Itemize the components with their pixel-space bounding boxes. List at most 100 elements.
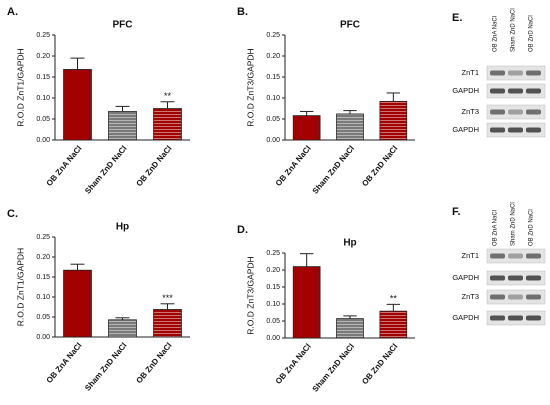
x-tick-label: OB ZnD NaCl — [134, 341, 173, 385]
blot-band — [490, 88, 505, 94]
x-tick-label: OB ZnA NaCl — [274, 144, 313, 188]
blot-band — [526, 294, 541, 300]
blot-band — [508, 253, 523, 259]
blot-band — [490, 109, 505, 115]
blot-band — [490, 70, 505, 76]
y-tick-label: 0.20 — [36, 254, 50, 261]
annotation: ** — [390, 294, 398, 304]
y-axis-label: R.O.D ZnT3/GAPDH — [245, 256, 255, 334]
annotation: ** — [164, 91, 172, 101]
y-axis-label: R.O.D ZnT3/GAPDH — [245, 48, 255, 126]
x-tick-label: Sham ZnD NaCl — [83, 144, 128, 196]
y-axis-label: R.O.D ZnT1/GAPDH — [15, 48, 25, 126]
blot-band — [490, 275, 505, 281]
x-tick-label: Sham ZnD NaCl — [311, 342, 356, 394]
blot-band — [526, 127, 541, 133]
chart-title: PFC — [113, 20, 133, 31]
lane-label: OB ZnA NaCl — [493, 210, 499, 246]
panel-letter: F. — [452, 206, 461, 218]
y-tick-label: 0.20 — [36, 53, 50, 60]
x-tick-label: OB ZnD NaCl — [360, 144, 399, 188]
x-tick-label: OB ZnD NaCl — [134, 144, 173, 188]
blot-band — [508, 109, 523, 115]
bar — [153, 108, 182, 141]
y-tick-label: 0.10 — [36, 294, 50, 301]
x-tick-label: Sham ZnD NaCl — [83, 341, 128, 393]
blot-band — [490, 127, 505, 133]
row-label: GAPDH — [452, 125, 479, 134]
y-tick-label: 0.25 — [266, 250, 280, 257]
bar — [108, 319, 137, 338]
y-tick-label: 0.25 — [36, 32, 50, 39]
blot-band — [526, 70, 541, 76]
x-tick-label: OB ZnA NaCl — [274, 342, 313, 386]
chart-title: Hp — [116, 222, 129, 233]
bar — [336, 113, 364, 141]
lane-label: OB ZnA NaCl — [493, 16, 499, 52]
chart-title: PFC — [340, 20, 360, 31]
blot-band — [508, 275, 523, 281]
blot-band — [508, 70, 523, 76]
x-tick-label: OB ZnA NaCl — [45, 341, 84, 385]
blot-band — [508, 127, 523, 133]
y-tick-label: 0.05 — [266, 116, 280, 123]
y-tick-label: 0.15 — [266, 284, 280, 291]
bar — [292, 115, 321, 141]
row-label: ZnT1 — [461, 251, 479, 260]
blot-band — [490, 315, 505, 321]
blot-band — [526, 109, 541, 115]
blot-band — [508, 88, 523, 94]
x-tick-label: OB ZnD NaCl — [360, 342, 399, 386]
row-label: ZnT1 — [461, 68, 479, 77]
bar — [336, 318, 364, 339]
row-label: GAPDH — [452, 273, 479, 282]
bar — [63, 69, 92, 141]
panel-letter: B. — [237, 6, 248, 18]
y-tick-label: 0.05 — [36, 314, 50, 321]
lane-label: OB ZnD NaCl — [529, 15, 535, 52]
x-tick-label: Sham ZnD NaCl — [311, 144, 356, 196]
lane-label: Sham ZnD NaCl — [511, 202, 517, 246]
y-tick-label: 0.15 — [36, 274, 50, 281]
y-tick-label: 0.15 — [266, 74, 280, 81]
y-tick-label: 0.00 — [36, 137, 50, 144]
blot-band — [508, 294, 523, 300]
y-tick-label: 0.20 — [266, 267, 280, 274]
row-label: GAPDH — [452, 86, 479, 95]
panel-letter: C. — [7, 208, 18, 220]
blot-strip — [486, 248, 546, 264]
bar — [379, 310, 408, 339]
y-tick-label: 0.25 — [36, 234, 50, 241]
y-tick-label: 0.10 — [266, 95, 280, 102]
y-tick-label: 0.20 — [266, 53, 280, 60]
y-tick-label: 0.10 — [266, 301, 280, 308]
bar — [63, 269, 92, 338]
y-tick-label: 0.05 — [36, 116, 50, 123]
y-tick-label: 0.05 — [266, 318, 280, 325]
blot-band — [526, 315, 541, 321]
panel-letter: E. — [452, 12, 462, 24]
blot-band — [526, 275, 541, 281]
lane-label: OB ZnD NaCl — [529, 209, 535, 246]
blot-strip — [486, 65, 546, 81]
y-tick-label: 0.25 — [266, 32, 280, 39]
y-tick-label: 0.10 — [36, 95, 50, 102]
blot-band — [508, 315, 523, 321]
panel-letter: D. — [237, 224, 248, 236]
panel-letter: A. — [7, 6, 18, 18]
lane-label: Sham ZnD NaCl — [511, 8, 517, 52]
blot-strip — [486, 289, 546, 305]
row-label: ZnT3 — [461, 292, 479, 301]
row-label: GAPDH — [452, 313, 479, 322]
y-tick-label: 0.00 — [266, 137, 280, 144]
blot-band — [490, 253, 505, 259]
bar — [108, 111, 137, 141]
y-axis-label: R.O.D ZnT1/GAPDH — [15, 248, 25, 326]
chart-title: Hp — [343, 238, 356, 249]
y-tick-label: 0.00 — [266, 335, 280, 342]
y-tick-label: 0.00 — [36, 334, 50, 341]
bar — [379, 100, 408, 141]
x-tick-label: OB ZnA NaCl — [45, 144, 84, 188]
blot-strip — [486, 104, 546, 120]
